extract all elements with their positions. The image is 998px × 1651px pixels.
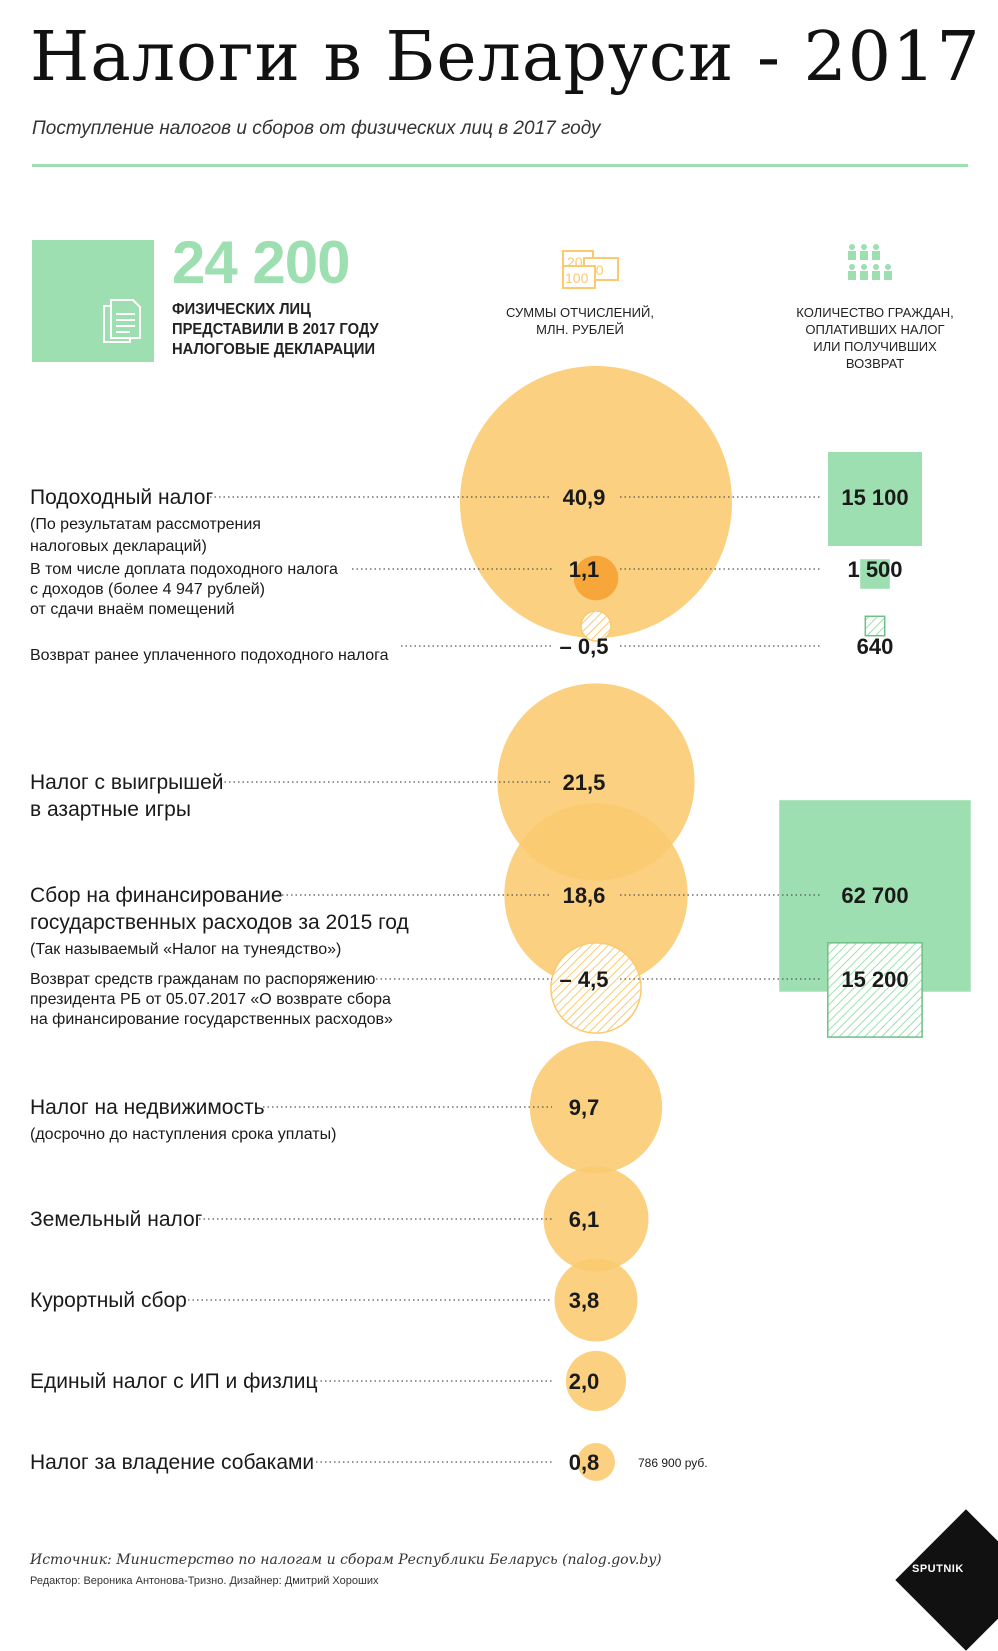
value-label-land: 6,1 <box>569 1207 600 1232</box>
count-label-income-extra: 1 500 <box>847 557 902 582</box>
row-label-income-extra: В том числе доплата подоходного налога <box>30 561 338 578</box>
row-label-parasite-refund: президента РБ от 05.07.2017 «О возврате … <box>30 991 391 1008</box>
people-column-header: КОЛИЧЕСТВО ГРАЖДАН, ОПЛАТИВШИХ НАЛОГ ИЛИ… <box>796 305 954 371</box>
count-label-income: 15 100 <box>841 485 908 510</box>
row-note-income: (По результатам рассмотрения <box>30 516 261 533</box>
value-label-single: 2,0 <box>569 1369 600 1394</box>
bubble-land <box>543 1166 649 1272</box>
row-label-parasite-refund: Возврат средств гражданам по распоряжени… <box>30 971 375 988</box>
document-icon <box>103 299 141 343</box>
banknotes-icon: 20 50 100 <box>562 250 619 289</box>
page-subtitle: Поступление налогов и сборов от физическ… <box>32 118 601 139</box>
value-label-parasite: 18,6 <box>563 883 606 908</box>
value-label-resort: 3,8 <box>569 1288 600 1313</box>
row-label-parasite: Сбор на финансирование <box>30 884 283 907</box>
count-square-income-extra <box>860 559 890 589</box>
declarations-caption: ФИЗИЧЕСКИХ ЛИЦ ПРЕДСТАВИЛИ В 2017 ГОДУ Н… <box>172 301 379 358</box>
value-label-gambling: 21,5 <box>563 770 606 795</box>
count-label-parasite: 62 700 <box>841 883 908 908</box>
credits-note: Редактор: Вероника Антонова-Тризно. Диза… <box>30 1575 379 1587</box>
row-label-single: Единый налог с ИП и физлиц <box>30 1370 318 1393</box>
row-label-realty: Налог на недвижимость <box>30 1096 265 1119</box>
amounts-column-header: СУММЫ ОТЧИСЛЕНИЙ, МЛН. РУБЛЕЙ <box>506 305 654 337</box>
value-label-dogs: 0,8 <box>569 1450 600 1475</box>
row-note-parasite: (Так называемый «Налог на тунеядство») <box>30 941 341 958</box>
row-label-gambling: в азартные игры <box>30 798 191 821</box>
row-note-realty: (досрочно до наступления срока уплаты) <box>30 1126 336 1143</box>
bubble-income <box>460 366 732 638</box>
value-label-income: 40,9 <box>563 485 606 510</box>
count-label-income-refund: 640 <box>857 634 894 659</box>
page-title: Налоги в Беларуси - 2017 <box>30 18 981 97</box>
bubble-realty <box>529 1040 663 1174</box>
bubble-parasite-refund <box>550 942 642 1034</box>
declarations-count: 24 200 <box>172 229 351 296</box>
sputnik-logo-text: SPUTNIK <box>912 1563 964 1575</box>
row-label-income-extra: от сдачи внаём помещений <box>30 601 235 618</box>
people-icon <box>848 244 892 280</box>
bubble-dogs <box>577 1443 615 1481</box>
svg-text:100: 100 <box>565 270 589 286</box>
header-divider <box>32 164 968 167</box>
declarations-block <box>32 240 154 362</box>
count-square-parasite-refund <box>827 942 923 1038</box>
row-label-land: Земельный налог <box>30 1208 203 1231</box>
row-label-income-extra: с доходов (более 4 947 рублей) <box>30 581 265 598</box>
count-square-income-refund <box>864 615 886 637</box>
bubble-income-refund <box>580 610 612 642</box>
row-note-income: налоговых деклараций) <box>30 538 207 555</box>
row-label-gambling: Налог с выигрышей <box>30 771 224 794</box>
count-square-income <box>828 452 922 546</box>
value-label-income-refund: – 0,5 <box>560 634 609 659</box>
bubble-parasite <box>504 803 688 987</box>
value-label-parasite-refund: – 4,5 <box>560 967 609 992</box>
count-label-parasite-refund: 15 200 <box>841 967 908 992</box>
row-label-resort: Курортный сбор <box>30 1289 187 1312</box>
value-label-realty: 9,7 <box>569 1095 600 1120</box>
value-label-income-extra: 1,1 <box>569 557 600 582</box>
bubble-resort <box>554 1258 638 1342</box>
row-label-dogs: Налог за владение собаками <box>30 1451 314 1474</box>
row-label-income: Подоходный налог <box>30 486 213 509</box>
bubble-single <box>565 1350 627 1412</box>
bubble-income-extra <box>573 555 619 601</box>
source-note: Источник: Министерство по налогам и сбор… <box>30 1552 662 1568</box>
row-label-income-refund: Возврат ранее уплаченного подоходного на… <box>30 647 389 664</box>
tax-bubble-chart: Подоходный налог (По результатам рассмотр… <box>30 366 971 1481</box>
row-label-parasite-refund: на финансирование государственных расход… <box>30 1011 393 1028</box>
value-extra-dogs: 786 900 руб. <box>638 1456 708 1470</box>
row-label-parasite: государственных расходов за 2015 год <box>30 911 409 934</box>
